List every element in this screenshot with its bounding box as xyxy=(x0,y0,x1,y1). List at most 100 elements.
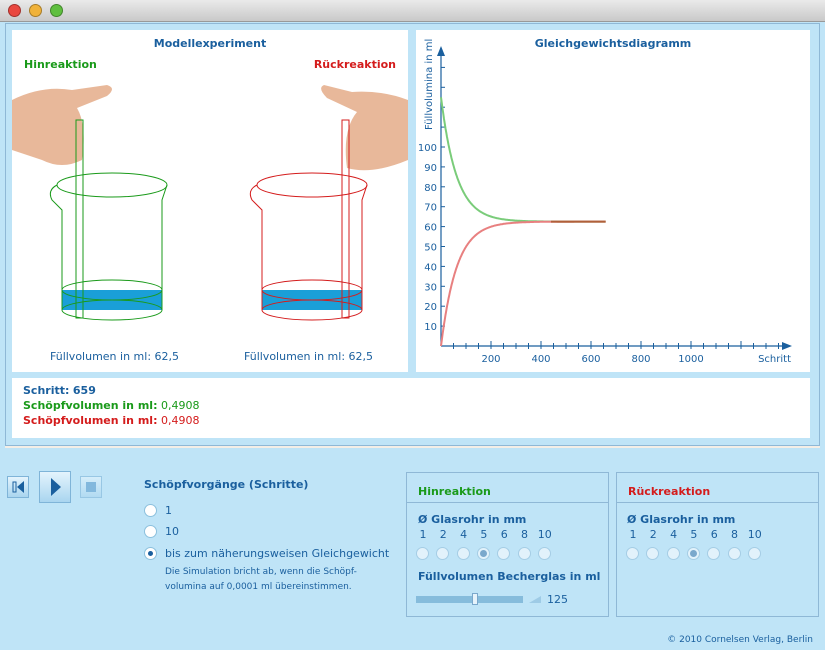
forward-diam-label: Ø Glasrohr in mm xyxy=(418,513,527,526)
forward-settings: Hinreaktion Ø Glasrohr in mm Füllvolumen… xyxy=(406,472,609,617)
y-tick-label: 40 xyxy=(424,262,437,273)
diam-radio-10[interactable] xyxy=(747,547,761,560)
series-line-forward xyxy=(440,97,606,223)
beakers-illustration xyxy=(12,85,408,321)
diam-radio-6[interactable] xyxy=(707,547,721,560)
steps-title: Schöpfvorgänge (Schritte) xyxy=(144,478,309,491)
beaker-right xyxy=(249,119,368,321)
x-tick-label: 400 xyxy=(531,354,550,365)
volume-slider-thumb[interactable] xyxy=(471,593,478,605)
stop-icon xyxy=(86,482,96,492)
backward-scoop-value: 0,4908 xyxy=(160,414,200,427)
backward-scoop-label: Schöpfvolumen in ml: xyxy=(23,414,158,427)
hand-left-icon xyxy=(12,85,112,165)
info-panel: Schritt: 659 Schöpfvolumen in ml: 0,4908… xyxy=(12,378,810,438)
stop-button[interactable] xyxy=(80,476,102,498)
y-tick-label: 60 xyxy=(424,223,437,234)
backward-settings-title: Rückreaktion xyxy=(617,473,818,503)
diam-radio-4[interactable] xyxy=(666,547,680,560)
x-tick-label: 800 xyxy=(631,354,650,365)
chart-title: Gleichgewichtsdiagramm xyxy=(534,37,692,50)
backward-label: Rückreaktion xyxy=(313,58,396,71)
diam-label-4: 4 xyxy=(460,528,468,541)
diam-radio-8[interactable] xyxy=(517,547,531,560)
y-tick-label: 80 xyxy=(424,183,437,194)
equilibrium-note-2: volumina auf 0,0001 ml übereinstimmen. xyxy=(165,582,352,592)
zoom-button[interactable] xyxy=(50,4,63,17)
diam-label-1: 1 xyxy=(419,528,427,541)
diam-radio-8[interactable] xyxy=(727,547,741,560)
diam-label-6: 6 xyxy=(710,528,718,541)
backward-volume-readout: Füllvolumen in ml: 62,5 xyxy=(244,350,374,363)
equilibrium-note-1: Die Simulation bricht ab, wenn die Schöp… xyxy=(165,567,357,577)
diam-radio-2[interactable] xyxy=(646,547,660,560)
x-tick-label: 600 xyxy=(581,354,600,365)
diam-radio-1[interactable] xyxy=(416,547,429,560)
radio-steps-10[interactable] xyxy=(144,525,157,538)
step-label: Schritt: xyxy=(23,384,70,397)
diam-label-2: 2 xyxy=(439,528,447,541)
y-tick-label: 30 xyxy=(424,282,437,293)
hand-right-icon xyxy=(321,85,408,171)
diam-radio-5[interactable] xyxy=(686,547,700,560)
chart-panel: Gleichgewichtsdiagramm 10 20 30 40 50 60 70 80 9… xyxy=(416,30,810,372)
backward-diam-label: Ø Glasrohr in mm xyxy=(627,513,736,526)
y-tick-label: 70 xyxy=(424,203,437,214)
series-line-backward xyxy=(440,220,606,347)
y-tick-label: 90 xyxy=(424,163,437,174)
forward-volume-label: Füllvolumen Becherglas in ml xyxy=(418,570,601,583)
diam-radio-6[interactable] xyxy=(497,547,511,560)
radio-steps-10-label: 10 xyxy=(165,525,179,538)
step-value: 659 xyxy=(72,384,96,397)
forward-scoop-value: 0,4908 xyxy=(160,399,200,412)
diam-label-1: 1 xyxy=(629,528,637,541)
volume-slider-track[interactable] xyxy=(416,596,523,603)
diam-radio-5[interactable] xyxy=(476,547,490,560)
play-icon xyxy=(51,478,61,496)
radio-steps-equilibrium-label: bis zum näherungsweisen Gleichgewicht xyxy=(165,547,390,560)
skip-back-icon xyxy=(12,481,24,493)
x-axis-arrow-icon xyxy=(782,342,792,350)
diam-label-8: 8 xyxy=(521,528,528,541)
radio-steps-1-label: 1 xyxy=(165,504,172,517)
y-tick-label: 20 xyxy=(424,302,437,313)
diam-label-6: 6 xyxy=(500,528,508,541)
radio-steps-1[interactable] xyxy=(144,504,157,517)
forward-scoop-label: Schöpfvolumen in ml: xyxy=(23,399,158,412)
diam-label-8: 8 xyxy=(731,528,738,541)
x-axis-label: Schritt xyxy=(758,354,791,365)
diam-label-10: 10 xyxy=(537,528,552,541)
diam-label-5: 5 xyxy=(480,528,488,541)
minimize-button[interactable] xyxy=(29,4,42,17)
x-tick-label: 200 xyxy=(481,354,500,365)
forward-settings-title: Hinreaktion xyxy=(407,473,608,503)
diam-radio-4[interactable] xyxy=(456,547,470,560)
diam-radio-1[interactable] xyxy=(626,547,639,560)
backward-settings: Rückreaktion Ø Glasrohr in mm 1 2 4 5 6 8 10 xyxy=(616,472,819,617)
y-tick-label: 50 xyxy=(424,243,437,254)
x-tick-label: 1000 xyxy=(678,354,703,365)
diam-radio-10[interactable] xyxy=(537,547,551,560)
reset-button[interactable] xyxy=(7,476,29,498)
equilibrium-chart: 10 20 30 40 50 60 70 80 90 100 200 400 600 800 1000 Sch… xyxy=(418,39,792,365)
diam-label-5: 5 xyxy=(690,528,698,541)
diam-label-2: 2 xyxy=(649,528,657,541)
forward-volume-readout: Füllvolumen in ml: 62,5 xyxy=(50,350,180,363)
radio-steps-equilibrium[interactable] xyxy=(144,547,157,560)
diam-label-4: 4 xyxy=(670,528,678,541)
forward-label: Hinreaktion xyxy=(24,58,97,71)
y-axis-arrow-icon xyxy=(437,46,445,56)
play-button[interactable] xyxy=(39,471,71,503)
copyright: © 2010 Cornelsen Verlag, Berlin xyxy=(667,635,813,645)
beaker-left xyxy=(49,119,168,321)
diam-radio-2[interactable] xyxy=(436,547,450,560)
slider-ramp-icon xyxy=(529,596,541,603)
title-bar xyxy=(0,0,825,22)
model-title: Modellexperiment xyxy=(153,37,267,50)
y-tick-label: 100 xyxy=(418,143,437,154)
model-panel: Modellexperiment Hinreaktion Rückreaktio… xyxy=(12,30,408,372)
forward-volume-value: 125 xyxy=(547,593,568,606)
close-button[interactable] xyxy=(8,4,21,17)
y-tick-label: 10 xyxy=(424,322,437,333)
y-axis-label: Füllvolumina in ml xyxy=(424,39,435,130)
